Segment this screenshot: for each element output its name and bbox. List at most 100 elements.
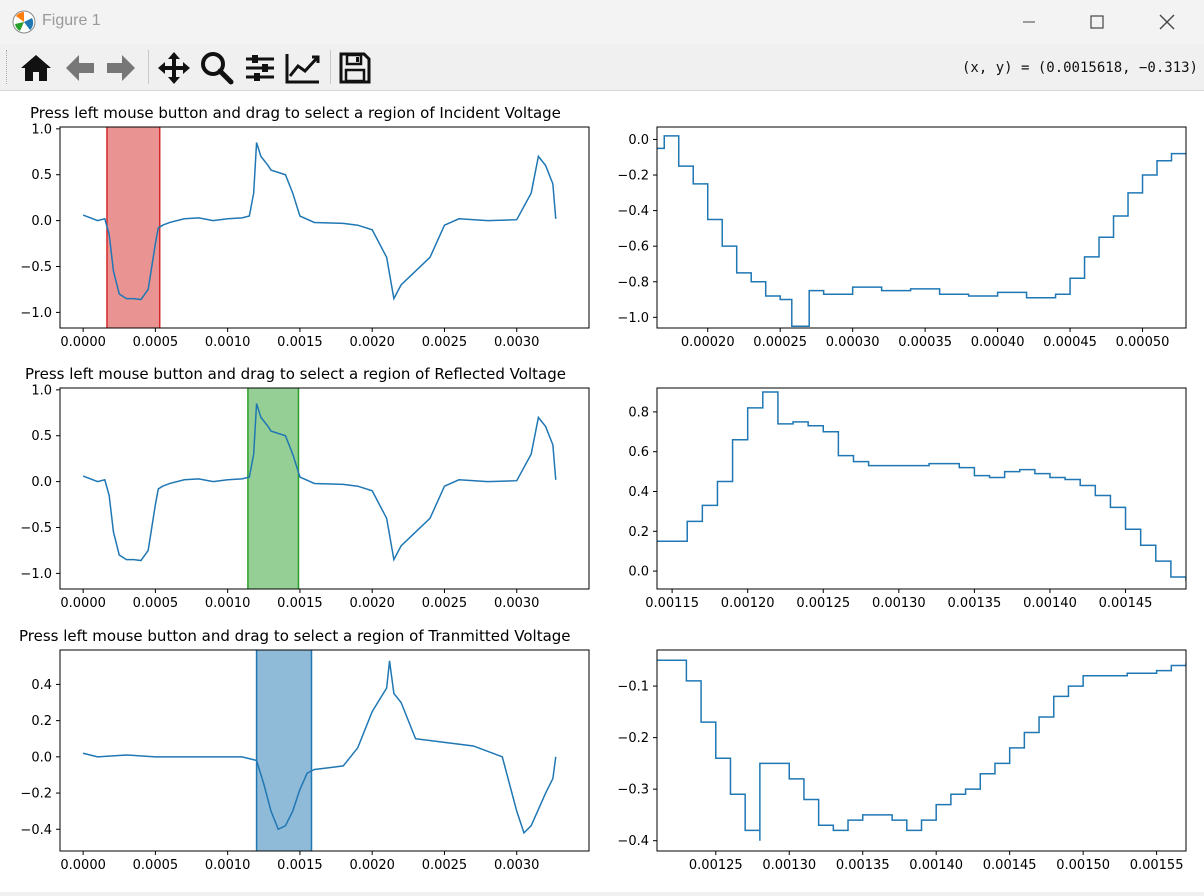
selection-span[interactable] <box>247 388 299 589</box>
selection-span[interactable] <box>256 650 312 851</box>
x-tick-label: 0.00025 <box>753 335 807 350</box>
incident-zoom-frame <box>656 126 1187 329</box>
move-icon <box>158 52 190 84</box>
y-tick-label: 0.5 <box>31 168 52 183</box>
incident-full-series-line <box>82 142 557 301</box>
save-button[interactable] <box>337 50 373 86</box>
floppy-disk-icon <box>339 52 371 84</box>
figure-svg[interactable]: 0.0000 0.0005 0.0010 0.0015 0.0020 0.0025 0.00… <box>0 91 1204 892</box>
y-tick-label: 0.0 <box>31 750 52 765</box>
y-tick-label: −1.0 <box>20 567 52 582</box>
x-tick-label: 0.0015 <box>277 596 323 611</box>
reflected-zoom-series-line <box>657 391 1186 582</box>
transmitted-zoom-frame <box>656 649 1187 852</box>
arrow-left-icon <box>66 55 94 81</box>
y-tick-label: 0.6 <box>628 445 649 460</box>
x-tick-label: 0.00135 <box>836 858 890 873</box>
line-chart-icon <box>285 54 320 84</box>
transmitted-zoom-series-line <box>657 659 1186 841</box>
transmitted-zoom-axes[interactable]: 0.00125 0.00130 0.00135 0.00140 0.00145 0.001… <box>617 649 1187 873</box>
x-tick-label: 0.00125 <box>796 596 850 611</box>
close-button[interactable] <box>1132 0 1202 44</box>
navigation-toolbar: (x, y) = (0.0015618, −0.313) <box>0 44 1204 91</box>
x-tick-label: 0.0025 <box>422 335 468 350</box>
y-tick-label: 0.0 <box>628 565 649 580</box>
incident-zoom-axes[interactable]: 0.00020 0.00025 0.00030 0.00035 0.00040 0.000… <box>617 126 1187 350</box>
x-tick-label: 0.00035 <box>898 335 952 350</box>
x-tick-label: 0.0010 <box>205 596 251 611</box>
y-tick-label: −0.2 <box>20 787 52 802</box>
y-tick-label: 0.0 <box>31 475 52 490</box>
x-tick-label: 0.0020 <box>349 858 395 873</box>
y-tick-label: 0.8 <box>628 405 649 420</box>
x-tick-label: 0.0000 <box>60 335 106 350</box>
y-tick-label: −0.4 <box>20 823 52 838</box>
pan-button[interactable] <box>156 50 192 86</box>
x-tick-label: 0.00130 <box>872 596 926 611</box>
figure-canvas[interactable]: 0.0000 0.0005 0.0010 0.0015 0.0020 0.0025 0.00… <box>0 91 1204 892</box>
x-tick-label: 0.00135 <box>948 596 1002 611</box>
subplots-button[interactable] <box>242 50 278 86</box>
reflected-zoom-axes[interactable]: 0.00115 0.00120 0.00125 0.00130 0.00135 0.001… <box>628 387 1187 611</box>
y-tick-label: −0.5 <box>20 260 52 275</box>
y-tick-label: 1.0 <box>31 122 52 137</box>
minimize-button[interactable] <box>994 0 1064 44</box>
y-tick-label: −0.8 <box>617 275 649 290</box>
incident-zoom-series-line <box>657 135 1186 327</box>
x-tick-label: 0.0015 <box>277 335 323 350</box>
y-tick-label: −0.2 <box>617 169 649 184</box>
transmitted-full-axes[interactable]: 0.0000 0.0005 0.0010 0.0015 0.0020 0.0025 0.00… <box>19 627 590 873</box>
y-tick-label: −0.6 <box>617 240 649 255</box>
toolbar-separator <box>148 50 149 84</box>
toolbar-grip[interactable] <box>6 50 10 84</box>
x-tick-label: 0.00115 <box>645 596 699 611</box>
window-titlebar: Figure 1 <box>0 0 1204 45</box>
x-tick-label: 0.0005 <box>133 335 179 350</box>
maximize-button[interactable] <box>1062 0 1132 44</box>
home-button[interactable] <box>18 50 54 86</box>
transmitted-full-series-line <box>82 660 557 835</box>
home-icon <box>21 55 51 81</box>
x-tick-label: 0.0030 <box>494 858 540 873</box>
back-button[interactable] <box>62 50 98 86</box>
incident-full-title: Press left mouse button and drag to sele… <box>30 104 561 122</box>
matplotlib-logo-icon <box>12 10 36 34</box>
x-tick-label: 0.00125 <box>689 858 743 873</box>
incident-full-axes[interactable]: 0.0000 0.0005 0.0010 0.0015 0.0020 0.0025 0.00… <box>20 104 590 350</box>
x-tick-label: 0.00145 <box>983 858 1037 873</box>
y-tick-label: 0.0 <box>628 133 649 148</box>
transmitted-full-title: Press left mouse button and drag to sele… <box>19 627 571 645</box>
close-icon <box>1159 14 1175 30</box>
y-tick-label: −0.3 <box>617 783 649 798</box>
x-tick-label: 0.00140 <box>1023 596 1077 611</box>
y-tick-label: 0.4 <box>31 678 52 693</box>
x-tick-label: 0.00140 <box>909 858 963 873</box>
cursor-coordinates: (x, y) = (0.0015618, −0.313) <box>961 60 1198 76</box>
y-tick-label: 0.2 <box>31 714 52 729</box>
x-tick-label: 0.00155 <box>1130 858 1184 873</box>
x-tick-label: 0.00145 <box>1099 596 1153 611</box>
x-tick-label: 0.0010 <box>205 335 251 350</box>
forward-button[interactable] <box>103 50 139 86</box>
maximize-icon <box>1090 15 1104 29</box>
zoom-button[interactable] <box>199 50 235 86</box>
x-tick-label: 0.0020 <box>349 596 395 611</box>
y-tick-label: −1.0 <box>617 311 649 326</box>
y-tick-label: −0.1 <box>617 680 649 695</box>
sliders-icon <box>246 55 274 81</box>
incident-full-frame <box>59 126 590 329</box>
selection-span[interactable] <box>106 127 160 328</box>
reflected-full-frame <box>59 387 590 590</box>
y-tick-label: 0.4 <box>628 485 649 500</box>
customize-button[interactable] <box>285 50 321 86</box>
y-tick-label: −0.4 <box>617 204 649 219</box>
x-tick-label: 0.0015 <box>277 858 323 873</box>
reflected-zoom-frame <box>656 387 1187 590</box>
x-tick-label: 0.0005 <box>133 858 179 873</box>
x-tick-label: 0.0020 <box>349 335 395 350</box>
y-tick-label: 0.2 <box>628 525 649 540</box>
y-tick-label: −0.4 <box>617 834 649 849</box>
x-tick-label: 0.00020 <box>681 335 735 350</box>
reflected-full-axes[interactable]: 0.0000 0.0005 0.0010 0.0015 0.0020 0.0025 0.00… <box>20 365 590 611</box>
window-title: Figure 1 <box>42 12 101 29</box>
